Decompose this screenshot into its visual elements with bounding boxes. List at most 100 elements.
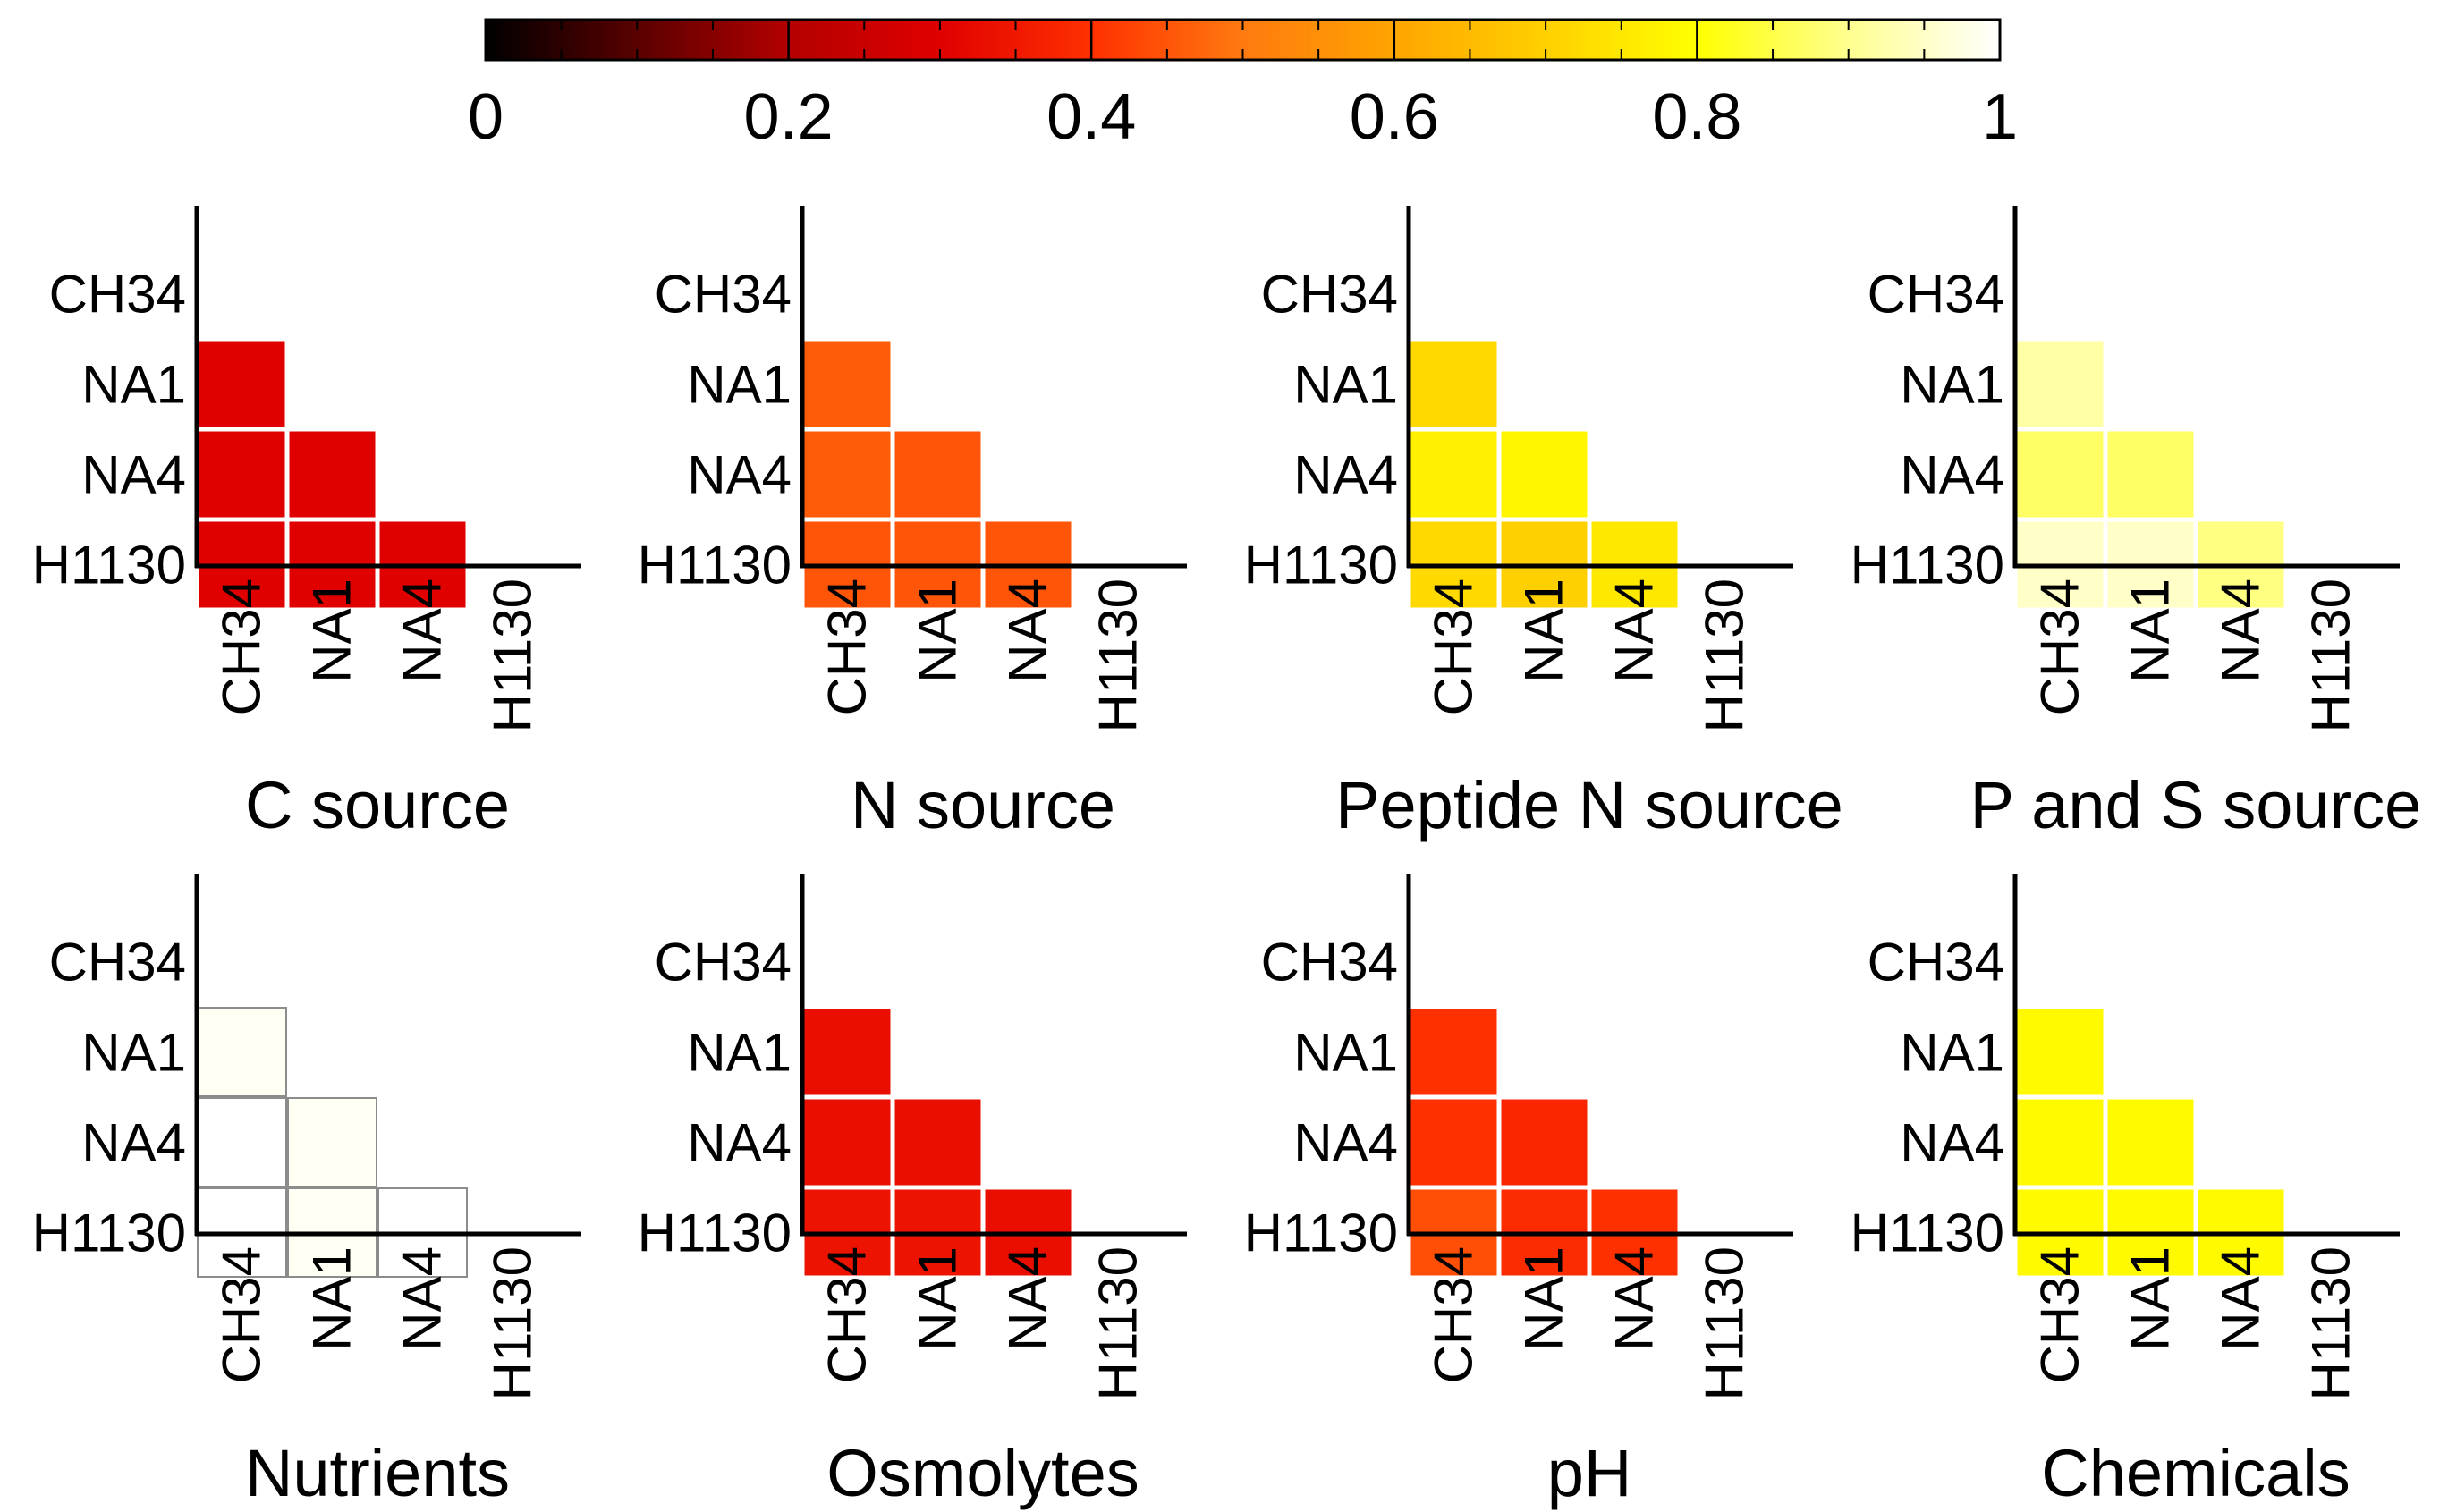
x-tick-label: NA1 — [302, 579, 362, 683]
heatmap-cell-na4-ch34 — [1408, 428, 1500, 520]
heatmap-cell-na1-ch34 — [2014, 1006, 2106, 1098]
x-tick-label: NA4 — [2211, 579, 2271, 683]
panel-chemicals: CH34 NA1 NA4 H1130 CH34 NA1 NA4 H1130 Chemicals — [1851, 874, 2400, 1510]
x-tick-label: NA1 — [908, 1246, 968, 1351]
panel-nutrients: CH34 NA1 NA4 H1130 CH34 NA1 NA4 H1130 Nutrients — [32, 874, 581, 1510]
colorbar-tick-label: 0.2 — [744, 81, 834, 153]
panel-title: Osmolytes — [826, 1436, 1139, 1510]
y-tick-label: CH34 — [1868, 265, 2004, 325]
x-tick-label: CH34 — [817, 1246, 877, 1383]
panel-n-source: CH34 NA1 NA4 H1130 CH34 NA1 NA4 H1130 N source — [638, 206, 1187, 842]
heatmap-cell-na1-ch34 — [801, 338, 894, 430]
y-tick-label: CH34 — [49, 265, 186, 325]
panel-title: Chemicals — [2041, 1436, 2350, 1510]
heatmap-cell-na1-ch34 — [1408, 1006, 1500, 1098]
x-tick-label: NA1 — [1514, 1246, 1574, 1351]
x-tick-label: H1130 — [483, 579, 543, 732]
x-tick-label: CH34 — [1424, 579, 1484, 715]
heatmap-cell-na4-na1 — [1498, 428, 1590, 520]
heatmap-cell-na4-na1 — [892, 1096, 984, 1188]
y-tick-label: NA1 — [687, 355, 792, 415]
x-tick-label: NA4 — [393, 1246, 453, 1351]
heatmap-cell-na4-na1 — [2105, 428, 2197, 520]
heatmap-cell-na1-ch34 — [1408, 338, 1500, 430]
heatmap-cell-na4-ch34 — [801, 428, 894, 520]
panel-osmolytes: CH34 NA1 NA4 H1130 CH34 NA1 NA4 H1130 Osmolytes — [638, 874, 1187, 1510]
heatmap-cell-na4-na1 — [2105, 1096, 2197, 1188]
y-tick-label: NA4 — [1900, 1113, 2004, 1173]
heatmap-cell-na4-ch34 — [196, 428, 288, 520]
x-tick-label: H1130 — [1088, 1246, 1148, 1400]
y-tick-label: CH34 — [1261, 933, 1398, 993]
heatmap-cell-na4-ch34 — [2014, 428, 2106, 520]
x-tick-label: CH34 — [817, 579, 877, 715]
y-tick-label: NA4 — [81, 445, 186, 505]
panel-title: P and S source — [1970, 768, 2422, 842]
heatmap-cell-na1-ch34 — [197, 1007, 287, 1097]
y-tick-label: NA1 — [81, 1023, 186, 1083]
x-tick-label: NA4 — [1605, 1246, 1664, 1351]
x-tick-label: NA1 — [1514, 579, 1574, 683]
y-tick-label: NA4 — [687, 445, 792, 505]
colorbar-tick-label: 0.4 — [1046, 81, 1136, 153]
y-tick-label: NA1 — [687, 1023, 792, 1083]
y-tick-label: H1130 — [1851, 536, 2004, 596]
panel-c-source: CH34 NA1 NA4 H1130 CH34 NA1 NA4 H1130 C source — [32, 206, 581, 842]
y-tick-label: NA1 — [1900, 1023, 2004, 1083]
x-tick-label: CH34 — [212, 579, 272, 715]
heatmap-cell-na4-na1 — [892, 428, 984, 520]
y-tick-label: NA1 — [1293, 355, 1398, 415]
x-tick-label: H1130 — [2301, 1246, 2361, 1400]
heatmap-cell-na4-ch34 — [197, 1097, 287, 1187]
y-tick-label: H1130 — [1851, 1204, 2004, 1263]
y-tick-label: CH34 — [1868, 933, 2004, 993]
panel-title: pH — [1547, 1436, 1632, 1510]
heatmap-cell-na4-na1 — [287, 1097, 377, 1187]
y-tick-label: NA4 — [1293, 1113, 1398, 1173]
x-tick-label: NA1 — [908, 579, 968, 683]
heatmap-cell-na4-na1 — [286, 428, 378, 520]
y-tick-label: H1130 — [32, 1204, 186, 1263]
y-tick-label: NA4 — [81, 1113, 186, 1173]
y-tick-label: CH34 — [655, 265, 792, 325]
y-tick-label: H1130 — [638, 1204, 792, 1263]
y-tick-label: CH34 — [49, 933, 186, 993]
y-tick-label: NA4 — [1293, 445, 1398, 505]
panel-title: C source — [245, 768, 510, 842]
x-tick-label: H1130 — [2301, 579, 2361, 732]
x-tick-label: NA4 — [998, 1246, 1058, 1351]
x-tick-label: H1130 — [1695, 1246, 1755, 1400]
panel-title: Peptide N source — [1335, 768, 1843, 842]
y-tick-label: CH34 — [1261, 265, 1398, 325]
heatmap-cell-na1-ch34 — [196, 338, 288, 430]
x-tick-label: NA1 — [2121, 579, 2181, 683]
x-tick-label: H1130 — [1695, 579, 1755, 732]
y-tick-label: H1130 — [1244, 536, 1398, 596]
x-tick-label: NA1 — [302, 1246, 362, 1351]
colorbar-tick-label: 0.6 — [1350, 81, 1439, 153]
heatmap-panels: CH34 NA1 NA4 H1130 CH34 NA1 NA4 H1130 C source CH… — [32, 206, 2422, 1510]
heatmap-cell-na4-ch34 — [2014, 1096, 2106, 1188]
x-tick-label: NA1 — [2121, 1246, 2181, 1351]
x-tick-label: CH34 — [212, 1246, 272, 1383]
panel-title: Nutrients — [245, 1436, 510, 1510]
panel-title: N source — [851, 768, 1115, 842]
x-tick-label: H1130 — [483, 1246, 543, 1400]
y-tick-label: CH34 — [655, 933, 792, 993]
y-tick-label: NA4 — [1900, 445, 2004, 505]
x-tick-label: CH34 — [1424, 1246, 1484, 1383]
y-tick-label: H1130 — [32, 536, 186, 596]
x-tick-label: CH34 — [2030, 1246, 2090, 1383]
x-tick-label: NA4 — [998, 579, 1058, 683]
x-tick-label: CH34 — [2030, 579, 2090, 715]
y-tick-label: H1130 — [1244, 1204, 1398, 1263]
heatmap-cell-na1-ch34 — [2014, 338, 2106, 430]
panel-ph: CH34 NA1 NA4 H1130 CH34 NA1 NA4 H1130 pH — [1244, 874, 1793, 1510]
y-tick-label: NA1 — [1900, 355, 2004, 415]
heatmap-cell-na1-ch34 — [801, 1006, 894, 1098]
colorbar-tick-label: 1 — [1982, 81, 2018, 153]
heatmap-cell-na4-na1 — [1498, 1096, 1590, 1188]
x-tick-label: NA4 — [1605, 579, 1664, 683]
y-tick-label: NA1 — [1293, 1023, 1398, 1083]
x-tick-label: NA4 — [2211, 1246, 2271, 1351]
